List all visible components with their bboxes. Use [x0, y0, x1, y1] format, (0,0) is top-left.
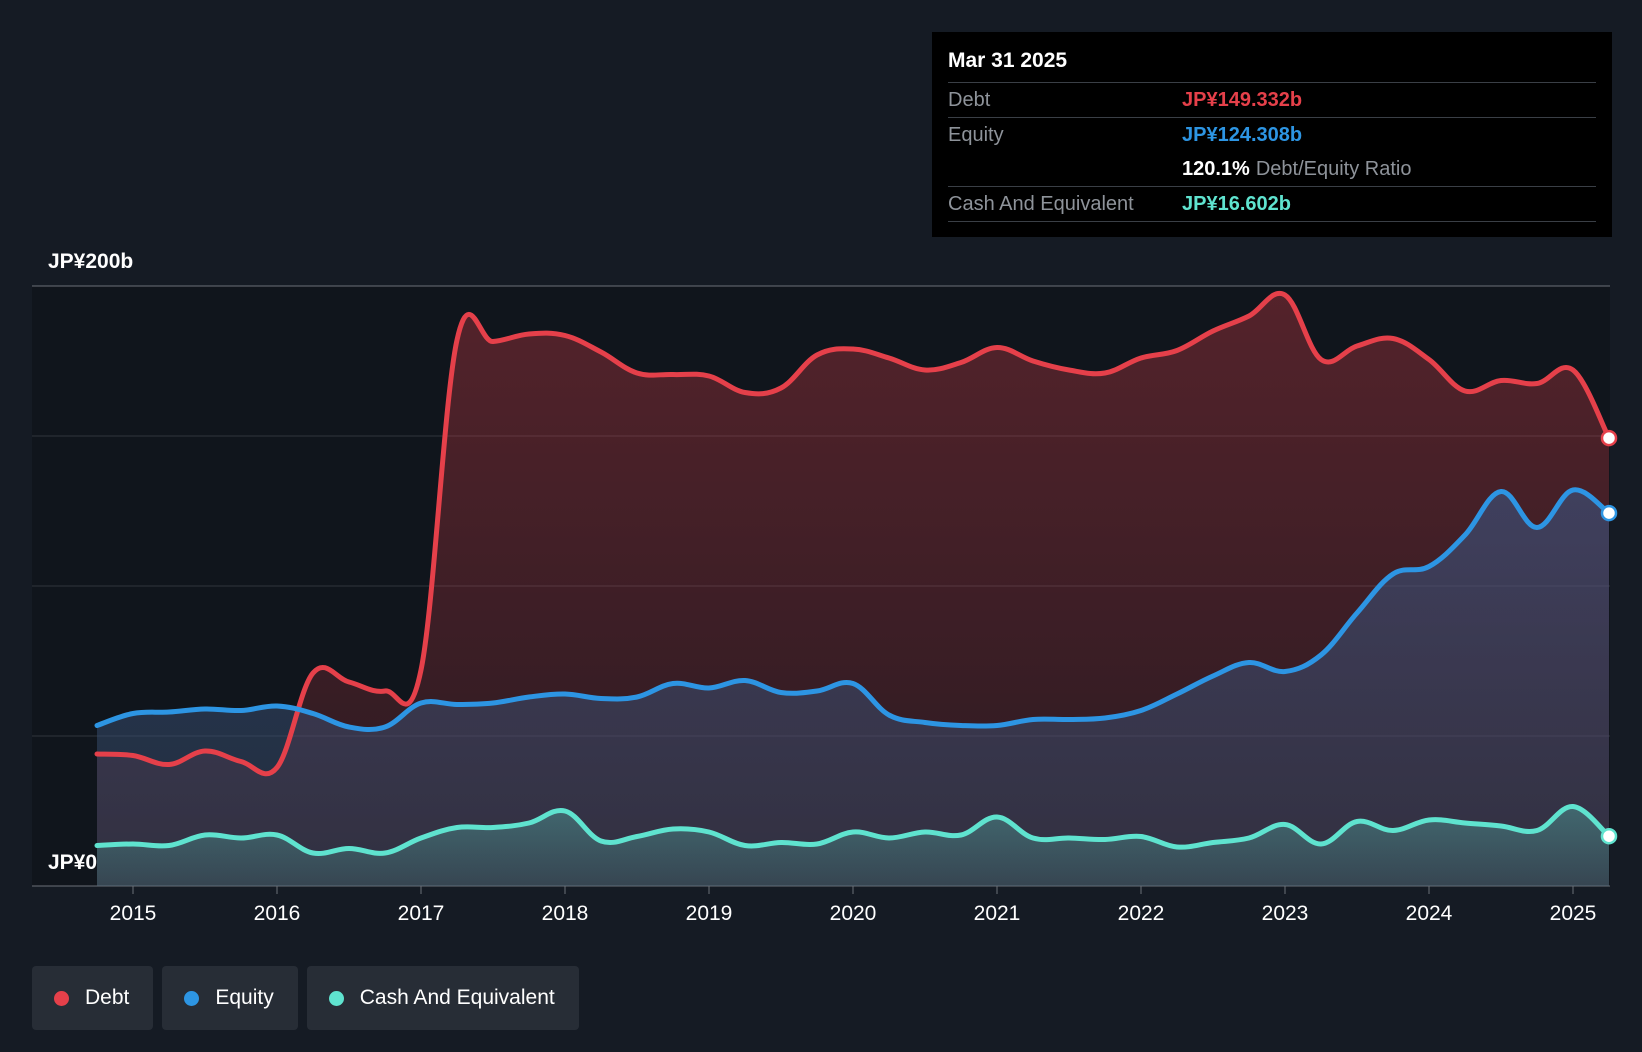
legend-cash-label: Cash And Equivalent	[359, 986, 555, 1009]
x-tick-label: 2017	[398, 902, 445, 925]
x-tick-label: 2023	[1262, 902, 1309, 925]
tooltip-debt-value: JP¥149.332b	[1182, 88, 1303, 111]
tooltip-debt-label: Debt	[948, 88, 991, 111]
x-tick-label: 2018	[542, 902, 589, 925]
x-tick-label: 2020	[830, 902, 877, 925]
tooltip-ratio-label: Debt/Equity Ratio	[1255, 157, 1412, 180]
tooltip-cash-value: JP¥16.602b	[1182, 192, 1291, 215]
series-endpoints	[1600, 429, 1618, 845]
cash-area	[97, 806, 1609, 886]
y-axis-top-label: JP¥200b	[48, 250, 134, 273]
y-axis-bottom-label: JP¥0	[48, 851, 98, 874]
x-axis-ticks: 2015 2016 2017 2018 2019 2020 2021 2022 2023 2024…	[110, 886, 1597, 925]
legend-item-cash[interactable]: Cash And Equivalent	[306, 966, 579, 1030]
equity-area	[97, 489, 1609, 886]
tooltip-cash-label: Cash And Equivalent	[948, 192, 1134, 215]
series-lines	[94, 290, 1612, 856]
data-tooltip: Mar 31 2025 Debt JP¥149.332b Equity JP¥1…	[932, 32, 1612, 237]
legend-debt-label: Debt	[85, 986, 130, 1009]
chart-legend: Debt Equity Cash And Equivalent	[32, 966, 588, 1030]
tooltip-date: Mar 31 2025	[948, 49, 1068, 72]
x-tick-label: 2021	[974, 902, 1021, 925]
legend-item-equity[interactable]: Equity	[162, 966, 298, 1030]
tooltip-equity-value: JP¥124.308b	[1182, 123, 1303, 146]
legend-equity-label: Equity	[215, 986, 274, 1009]
tooltip-debt-row: Debt JP¥149.332b	[948, 82, 1596, 117]
equity-line	[94, 487, 1612, 733]
tooltip-cash-row: Cash And Equivalent JP¥16.602b	[948, 186, 1596, 222]
legend-debt-dot-icon	[54, 990, 69, 1006]
x-tick-label: 2015	[110, 902, 157, 925]
series-areas	[97, 293, 1609, 886]
x-tick-label: 2019	[686, 902, 733, 925]
legend-cash-dot-icon	[328, 990, 344, 1006]
x-tick-label: 2022	[1118, 902, 1165, 925]
debt-endpoint-marker	[1600, 429, 1618, 447]
legend-equity-dot-icon	[184, 990, 200, 1006]
cash-endpoint-marker	[1600, 827, 1618, 845]
cash-line	[94, 804, 1612, 856]
x-tick-label: 2016	[254, 902, 301, 925]
debt-line	[94, 290, 1612, 777]
equity-endpoint-marker	[1600, 504, 1618, 522]
x-tick-label: 2025	[1550, 902, 1597, 925]
tooltip-equity-label: Equity	[948, 123, 1004, 146]
tooltip-equity-row: Equity JP¥124.308b	[948, 117, 1596, 152]
tooltip-ratio-row: 120.1% Debt/Equity Ratio	[948, 152, 1596, 186]
x-tick-label: 2024	[1406, 902, 1453, 925]
legend-item-debt[interactable]: Debt	[32, 966, 154, 1030]
tooltip-ratio-value: 120.1%	[1182, 157, 1250, 180]
